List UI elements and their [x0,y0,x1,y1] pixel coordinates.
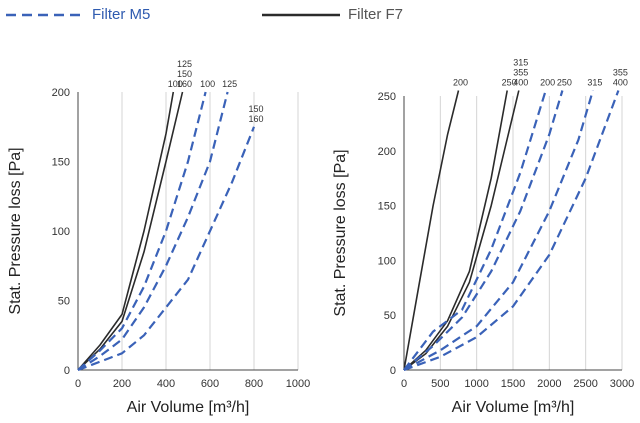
chart-1-series-label-2: 315 355 400 [513,58,528,88]
chart-1-series-label-5: 315 [587,78,602,88]
chart-0-x-tick-label: 0 [75,378,81,390]
chart-1-series-label-line: 250 [502,78,517,88]
chart-1-x-tick-label: 3000 [610,378,634,390]
legend-item-filter-m5: Filter M5 [6,6,150,23]
chart-0-series-label-line: 100 [200,79,215,89]
chart-0-x-axis-label: Air Volume [m³/h] [127,399,250,416]
chart-1-series-label-line: 355 [513,68,528,78]
chart-1-series-label-0: 200 [453,78,468,88]
chart-1-y-tick-label: 50 [384,310,396,322]
chart-1-series-label-line: 400 [613,78,628,88]
chart-1-series-f7-0 [403,90,460,371]
chart-1-series-m5-5 [403,90,594,371]
legend-swatch-f7 [262,13,340,16]
chart-0-series-label-3: 125 [222,79,237,89]
chart-0-series-m5-3 [77,91,229,371]
chart-1-x-tick-label: 2500 [573,378,597,390]
chart-0-series-f7-1 [77,91,184,371]
chart-1-x-tick-label: 0 [401,378,407,390]
chart-1-series-label-line: 400 [513,78,528,88]
chart-1-y-tick-label: 150 [378,201,396,213]
chart-1-series-label-4: 250 [557,78,572,88]
chart-0-series-label-line: 160 [177,79,192,89]
chart-1-series-label-1: 250 [502,78,517,88]
chart-0-series-label-0: 100 [168,79,183,89]
chart-0-series-label-line: 100 [168,79,183,89]
chart-1-y-tick-label: 100 [378,255,396,267]
chart-0-y-tick-label: 0 [64,365,70,377]
chart-1-y-tick-label: 200 [378,146,396,158]
chart-0-y-tick-label: 100 [52,226,70,238]
chart-0-x-tick-label: 400 [157,378,175,390]
chart-1-series-m5-4 [403,90,564,371]
chart-1-series-f7-1 [403,90,508,371]
chart-0-x-tick-label: 600 [201,378,219,390]
chart-0-y-tick-label: 150 [52,157,70,169]
chart-1-series-label-line: 315 [587,78,602,88]
chart-0-x-tick-label: 1000 [286,378,310,390]
chart-0-x-tick-label: 800 [245,378,263,390]
chart-0-series-m5-2 [77,91,207,371]
legend-label-m5: Filter M5 [92,6,151,23]
chart-0-series-label-line: 125 [177,59,192,69]
chart-0-series-label-4: 150 160 [248,104,263,124]
chart-0-y-tick-label: 50 [58,296,70,308]
legend-label-f7: Filter F7 [348,6,404,23]
chart-1-x-axis-label: Air Volume [m³/h] [452,399,575,416]
chart-1-x-tick-label: 1000 [464,378,488,390]
chart-1-series-label-line: 355 [613,68,628,78]
legend-swatch-m5 [6,13,84,16]
chart-1-y-tick-label: 0 [390,365,396,377]
legend-item-filter-f7: Filter F7 [262,6,403,23]
chart-1-y-axis-label: Stat. Pressure loss [Pa] [332,149,349,316]
chart-0-series-label-line: 125 [222,79,237,89]
chart-legend: Filter M5 Filter F7 [0,0,640,36]
chart-0-series-label-line: 160 [248,114,263,124]
chart-0-series-label-2: 100 [200,79,215,89]
chart-1-series-label-6: 355 400 [613,68,628,88]
chart-0-series-label-line: 150 [177,69,192,79]
chart-0-series-f7-0 [77,91,175,371]
chart-1-series-f7-2 [403,90,520,371]
chart-1-series-label-line: 250 [557,78,572,88]
chart-1-y-tick-label: 250 [378,91,396,103]
chart-0-y-axis-label: Stat. Pressure loss [Pa] [7,147,24,314]
chart-1-x-tick-label: 500 [431,378,449,390]
chart-0-series-label-1: 125 150 160 [177,59,192,89]
chart-1-series-m5-3 [403,90,547,371]
chart-1-series-label-line: 200 [453,78,468,88]
chart-1-series-label-line: 200 [540,78,555,88]
chart-1-x-tick-label: 1500 [501,378,525,390]
chart-1-series-label-3: 200 [540,78,555,88]
chart-0-series-m5-4 [77,126,256,372]
chart-0-x-tick-label: 200 [113,378,131,390]
chart-0-series-label-line: 150 [248,104,263,114]
chart-right: 0 500 1000 1500 2000 2500 3000050100150200250A… [332,58,634,416]
chart-1-series-label-line: 315 [513,58,528,68]
chart-1-series-m5-6 [403,90,620,372]
chart-1-x-tick-label: 2000 [537,378,561,390]
chart-0-y-tick-label: 200 [52,87,70,99]
